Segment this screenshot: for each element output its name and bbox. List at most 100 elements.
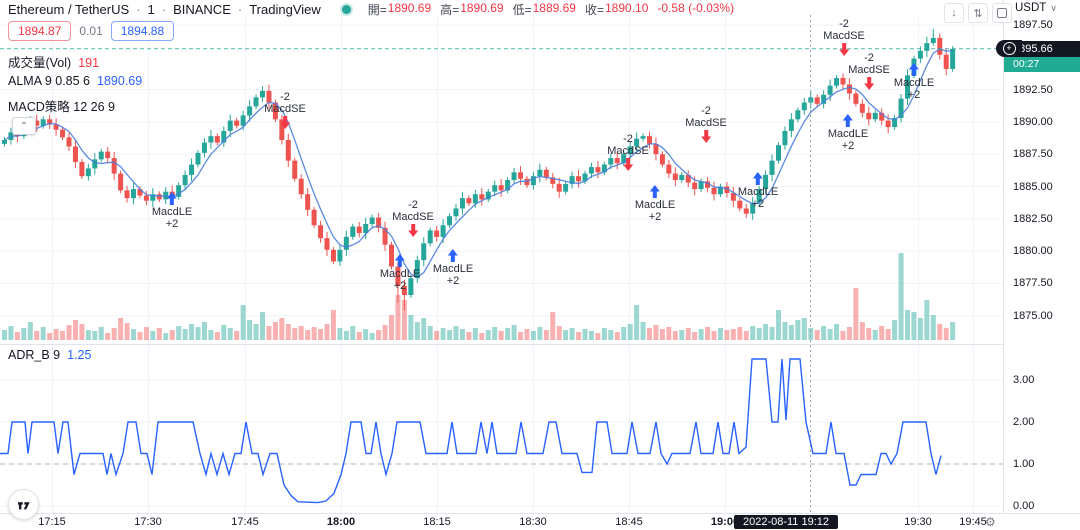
adr-line <box>0 358 942 504</box>
indicator-tick-label: 2.00 <box>1013 416 1035 428</box>
scroll-to-recent-bar-button[interactable]: ↓ <box>944 3 964 23</box>
price-tick-label: 1880.00 <box>1013 245 1053 258</box>
chart-canvas[interactable] <box>0 0 1003 513</box>
bar-countdown: 00:27 <box>1004 56 1080 72</box>
signal-label: -2 <box>864 52 874 64</box>
macd-short-signal[interactable]: -2 MacdSE <box>848 52 890 91</box>
open-value: 1890.69 <box>387 0 432 15</box>
signal-label: MacdSE <box>685 117 727 129</box>
separator: · <box>136 1 141 17</box>
short-entry-arrow-icon <box>407 224 418 237</box>
signal-label: +2 <box>648 211 662 223</box>
macd-long-signal[interactable]: MacdLE +2 <box>738 171 778 210</box>
macd-short-signal[interactable]: -2 MacdSE <box>607 133 649 172</box>
price-tick-label: 1877.50 <box>1013 277 1053 290</box>
pane-divider[interactable] <box>0 344 1003 345</box>
macd-strategy-legend[interactable]: MACD策略 12 26 9 <box>8 100 115 114</box>
macd-long-signal[interactable]: MacdLE +2 <box>152 191 192 230</box>
separator: · <box>161 1 167 17</box>
long-entry-arrow-icon <box>447 249 458 262</box>
macd-short-signal[interactable]: -2 MacdSE <box>685 105 727 144</box>
signal-label: MacdSE <box>392 211 434 223</box>
volume-value: 191 <box>78 56 100 70</box>
unfold-pane-button[interactable]: ⇅ <box>968 3 988 23</box>
signal-label: -2 <box>701 105 711 117</box>
price-tick-label: 1887.50 <box>1013 148 1053 161</box>
signal-label: MacdLE <box>827 128 869 140</box>
time-tick-label: 19:30 <box>904 516 932 528</box>
time-tick-label: 18:00 <box>326 516 356 528</box>
collapse-legend-button[interactable]: ⌃ <box>12 117 36 135</box>
short-entry-arrow-icon <box>863 77 874 90</box>
add-alert-plus-button[interactable]: + <box>996 40 1022 58</box>
long-entry-arrow-icon <box>752 172 763 185</box>
signal-label: MacdSE <box>823 30 865 42</box>
exchange-label: BINANCE <box>173 1 231 17</box>
chevron-up-icon: ⌃ <box>19 120 29 132</box>
signal-label: +2 <box>165 218 179 230</box>
market-status-icon[interactable] <box>341 4 351 14</box>
short-entry-arrow-icon <box>622 158 633 171</box>
price-tick-label: 1882.50 <box>1013 212 1053 225</box>
signal-label: MacdLE <box>379 268 421 280</box>
time-tick-label: 18:30 <box>519 516 547 528</box>
time-tick-label: 18:15 <box>423 516 451 528</box>
time-axis[interactable]: 17:15 17:30 17:45 18:00 18:15 18:30 18:45 19:00… <box>0 513 1080 530</box>
time-tick-label: 17:45 <box>231 516 259 528</box>
chart-header: Ethereum / TetherUS · 1 · BINANCE · Trad… <box>8 1 734 17</box>
plus-icon: + <box>1002 42 1016 56</box>
alma-value: 1890.69 <box>97 74 143 88</box>
macd-long-signal[interactable]: MacdLE +2 <box>828 113 868 152</box>
adr-legend[interactable]: ADR_B 9 1.25 <box>8 348 92 362</box>
signal-label: +2 <box>446 275 460 287</box>
macd-short-signal[interactable]: -2 MacdSE <box>392 199 434 238</box>
long-entry-arrow-icon <box>166 192 177 205</box>
macd-long-signal[interactable]: MacdLE +2 <box>894 62 934 101</box>
currency-selector[interactable]: USDT ∨ <box>1015 2 1057 14</box>
price-axis[interactable]: USDT ∨ 1897.50 1892.50 1890.00 1887.50 1885.… <box>1003 0 1080 513</box>
adr-value: 1.25 <box>67 348 92 362</box>
indicator-tick-label: 0.00 <box>1013 500 1035 512</box>
arrow-down-icon: ↓ <box>951 7 957 19</box>
buy-price-button[interactable]: 1894.88 <box>110 21 175 41</box>
platform-label: TradingView <box>249 1 321 17</box>
tradingview-logo[interactable] <box>8 489 39 520</box>
macd-long-signal[interactable]: MacdLE +2 <box>433 248 473 287</box>
price-tick-label: 1885.00 <box>1013 180 1053 193</box>
volume-legend[interactable]: 成交量(Vol) 191 <box>8 56 100 70</box>
chevron-down-icon: ∨ <box>1050 2 1057 13</box>
tv-logo-icon <box>17 501 30 509</box>
time-tick-label: 17:15 <box>38 516 66 528</box>
price-tick-label: 1890.00 <box>1013 115 1053 128</box>
signal-label: MacdSE <box>607 145 649 157</box>
interval-label[interactable]: 1 <box>147 1 155 17</box>
macd-long-signal[interactable]: MacdLE +2 <box>380 253 420 292</box>
long-entry-arrow-icon <box>394 254 405 267</box>
crosshair-date-badge: 2022-08-11 19:12 <box>733 515 839 529</box>
last-price-badge: 1895.66 <box>1004 40 1080 57</box>
signal-label: +2 <box>907 89 921 101</box>
long-entry-arrow-icon <box>908 63 919 76</box>
macd-short-signal[interactable]: -2 MacdSE <box>264 91 306 130</box>
price-tick-label: 1875.00 <box>1013 309 1053 322</box>
signal-label: MacdLE <box>151 206 193 218</box>
alma-legend[interactable]: ALMA 9 0.85 6 1890.69 <box>8 74 143 88</box>
price-tick-label: 1892.50 <box>1013 83 1053 96</box>
signal-label: MacdLE <box>737 186 779 198</box>
short-entry-arrow-icon <box>838 43 849 56</box>
sell-price-button[interactable]: 1894.87 <box>8 21 72 41</box>
macd-short-signal[interactable]: -2 MacdSE <box>823 18 865 57</box>
symbol-title[interactable]: Ethereum / TetherUS <box>8 1 130 17</box>
maximize-pane-button[interactable] <box>992 3 1012 23</box>
indicator-tick-label: 1.00 <box>1013 458 1035 470</box>
indicator-tick-label: 3.00 <box>1013 374 1035 386</box>
alma-line <box>4 48 953 278</box>
volume-layer <box>2 253 956 340</box>
price-tick-label: 1897.50 <box>1013 19 1053 31</box>
long-entry-arrow-icon <box>649 185 660 198</box>
low-value: 1889.69 <box>532 0 576 15</box>
macd-long-signal[interactable]: MacdLE +2 <box>635 184 675 223</box>
signal-label: -2 <box>408 199 418 211</box>
gear-icon[interactable]: ⚙ <box>985 515 996 529</box>
high-value: 1890.69 <box>460 0 504 15</box>
